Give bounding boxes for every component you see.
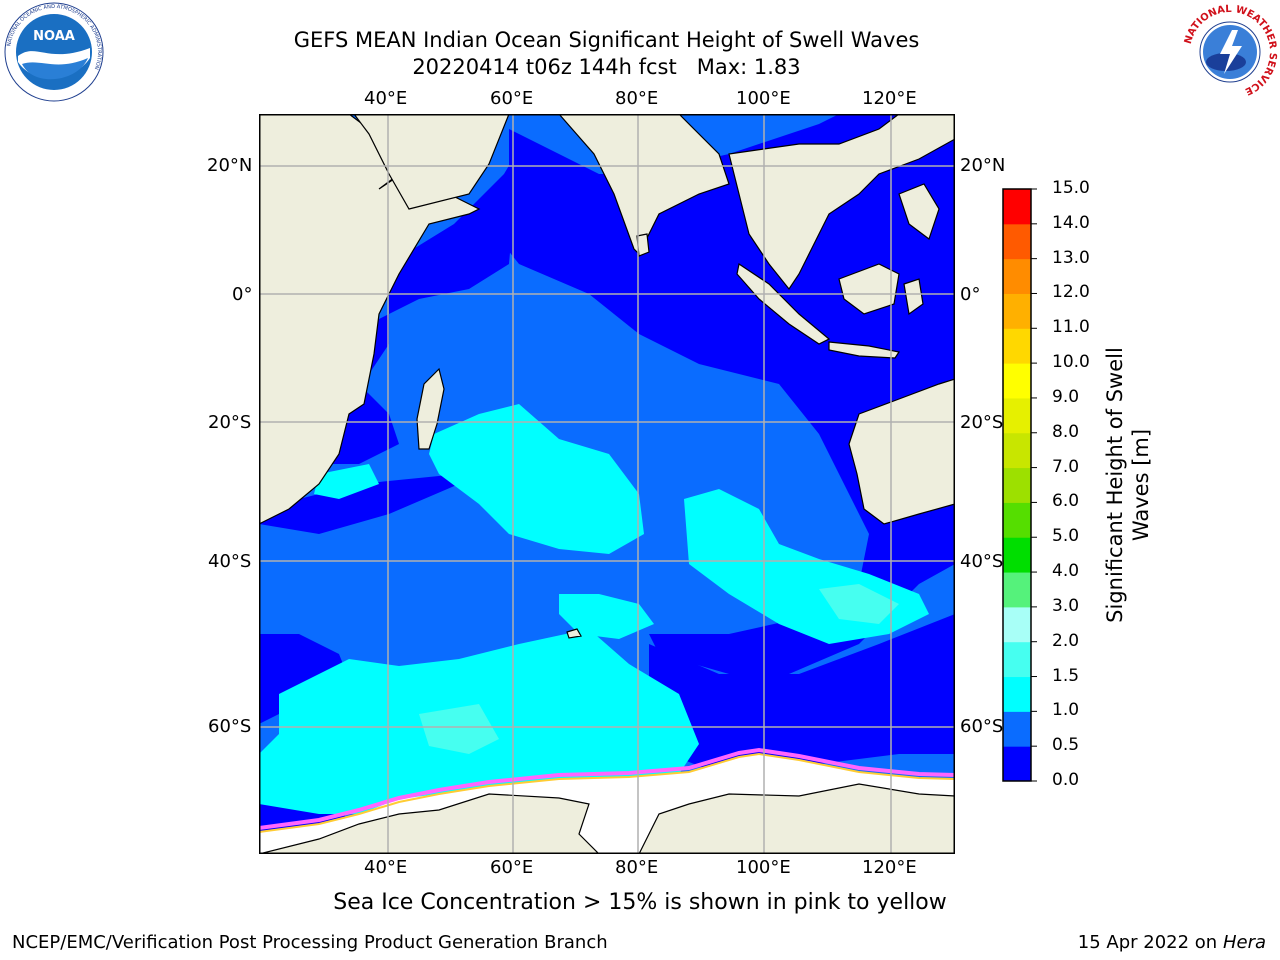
colorbar-tick-label: 14.0 <box>1052 212 1090 233</box>
colorbar-segment <box>1003 467 1031 503</box>
nws-logo: NATIONAL WEATHER SERVICE <box>1182 4 1278 100</box>
lat-label-left-0: 0° <box>232 284 253 305</box>
lon-label-bottom-80e: 80°E <box>615 857 659 878</box>
lat-label-left-20n: 20°N <box>207 155 253 176</box>
colorbar-tick-label: 3.0 <box>1052 595 1080 616</box>
colorbar-segment <box>1003 432 1031 469</box>
colorbar-tick-label: 7.0 <box>1052 456 1080 477</box>
noaa-logo: NATIONAL OCEANIC AND ATMOSPHERIC ADMINIS… <box>4 2 104 102</box>
lon-label-bottom-40e: 40°E <box>364 857 408 878</box>
colorbar-segment <box>1003 641 1031 678</box>
lon-label-bottom-100e: 100°E <box>736 857 791 878</box>
sea-ice-edge <box>259 747 955 830</box>
lat-label-right-0: 0° <box>960 284 981 305</box>
footer-date: 15 Apr 2022 on Hera <box>1077 932 1266 953</box>
lat-label-left-20s: 20°S <box>208 412 252 433</box>
antarctica-land <box>259 793 600 854</box>
colorbar-tick-label: 2.0 <box>1052 630 1080 651</box>
lat-label-right-20n: 20°N <box>960 155 1006 176</box>
map-title: GEFS MEAN Indian Ocean Significant Heigh… <box>293 28 920 52</box>
colorbar-tick-label: 4.0 <box>1052 561 1080 582</box>
lat-label-right-60s: 60°S <box>960 716 1004 737</box>
colorbar-tick-label: 15.0 <box>1052 178 1090 198</box>
colorbar-segment <box>1003 328 1031 364</box>
colorbar-segment <box>1003 223 1031 260</box>
colorbar-tick-label: 1.0 <box>1052 700 1080 721</box>
lat-label-left-60s: 60°S <box>208 716 252 737</box>
colorbar-segment <box>1003 397 1031 434</box>
map-frame <box>259 114 955 854</box>
colorbar-segment <box>1003 746 1031 782</box>
colorbar-tick-label: 13.0 <box>1052 247 1090 268</box>
colorbar-segment <box>1003 537 1031 573</box>
colorbar-segment <box>1003 258 1031 294</box>
colorbar-segment <box>1003 502 1031 538</box>
map-subtitle: 20220414 t06z 144h fcst Max: 1.83 <box>412 55 801 79</box>
lon-label-top-100e: 100°E <box>736 88 791 109</box>
lon-label-top-60e: 60°E <box>490 88 534 109</box>
colorbar-tick-label: 8.0 <box>1052 421 1080 442</box>
colorbar-tick-label: 6.0 <box>1052 491 1080 512</box>
colorbar-segment <box>1003 711 1031 747</box>
colorbar-tick-label: 0.0 <box>1052 770 1080 790</box>
colorbar-tick-label: 9.0 <box>1052 386 1080 407</box>
noaa-logo-text: NOAA <box>33 29 75 44</box>
colorbar-segment <box>1003 606 1031 643</box>
colorbar-label-text: Significant Height of Swell Waves [m] <box>1103 347 1153 623</box>
colorbar-tick-label: 0.5 <box>1052 735 1080 756</box>
colorbar-tick-label: 5.0 <box>1052 526 1080 547</box>
colorbar-segment <box>1003 572 1031 608</box>
colorbar-segment <box>1003 363 1031 399</box>
colorbar-tick-label: 12.0 <box>1052 282 1090 303</box>
colorbar-frame <box>1002 188 1032 782</box>
lat-label-left-40s: 40°S <box>208 551 252 572</box>
sea-ice-edge-inner <box>259 752 955 833</box>
swell-band-high <box>419 584 899 754</box>
lon-label-bottom-60e: 60°E <box>490 857 534 878</box>
lon-label-bottom-120e: 120°E <box>862 857 917 878</box>
lon-label-top-120e: 120°E <box>862 88 917 109</box>
colorbar-label: Significant Height of Swell Waves [m] <box>1102 330 1154 640</box>
swell-height-map <box>259 114 955 854</box>
lon-label-top-40e: 40°E <box>364 88 408 109</box>
sea-ice-caption: Sea Ice Concentration > 15% is shown in … <box>333 890 947 915</box>
lat-label-right-20s: 20°S <box>960 412 1004 433</box>
colorbar-segment <box>1003 189 1031 225</box>
colorbar-tick-label: 10.0 <box>1052 352 1090 373</box>
colorbar-segment <box>1003 676 1031 712</box>
colorbar-tick-label: 1.5 <box>1052 665 1080 686</box>
footer-credit: NCEP/EMC/Verification Post Processing Pr… <box>12 932 608 953</box>
lon-label-top-80e: 80°E <box>615 88 659 109</box>
colorbar <box>1002 188 1037 782</box>
colorbar-tick-label: 11.0 <box>1052 317 1090 338</box>
antarctica-land-east <box>638 783 955 854</box>
graticule <box>259 114 955 854</box>
colorbar-segment <box>1003 293 1031 329</box>
footer-machine: Hera <box>1222 932 1266 953</box>
lat-label-right-40s: 40°S <box>960 551 1004 572</box>
